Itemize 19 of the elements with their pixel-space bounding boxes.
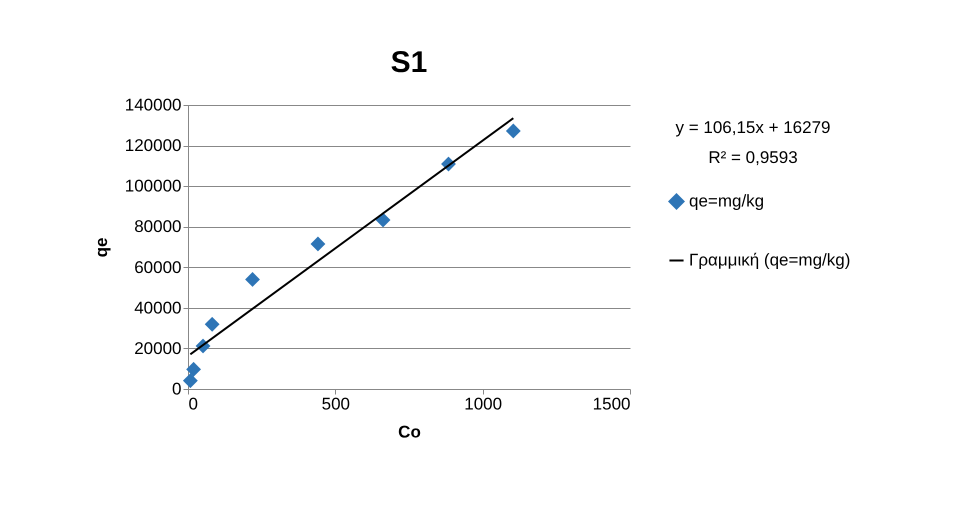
x-tick-label: 1000 [464, 394, 502, 414]
legend-label: qe=mg/kg [689, 192, 764, 210]
y-tick-label: 40000 [134, 298, 182, 318]
text: R² = 0,9593 [708, 148, 798, 167]
y-tick-label: 140000 [124, 96, 182, 114]
y-tick-label: 60000 [134, 258, 182, 277]
y-tick-label: 80000 [134, 217, 182, 236]
y-tick-label: 20000 [134, 338, 182, 358]
x-tick-label: 0 [188, 394, 198, 414]
y-tick-label: 100000 [124, 176, 182, 196]
y-tick-label: 0 [172, 380, 182, 398]
x-tick-label: 1500 [592, 394, 630, 414]
y-tick-label: 120000 [124, 136, 182, 156]
y-axis-title: qe [92, 238, 111, 258]
x-tick-label: 500 [322, 394, 350, 414]
text: y = 106,15x + 16279 [675, 118, 831, 137]
chart-title: S1 [390, 46, 428, 79]
legend-label: Γραμμική (qe=mg/kg) [689, 250, 850, 270]
x-axis-title: Co [398, 422, 421, 442]
